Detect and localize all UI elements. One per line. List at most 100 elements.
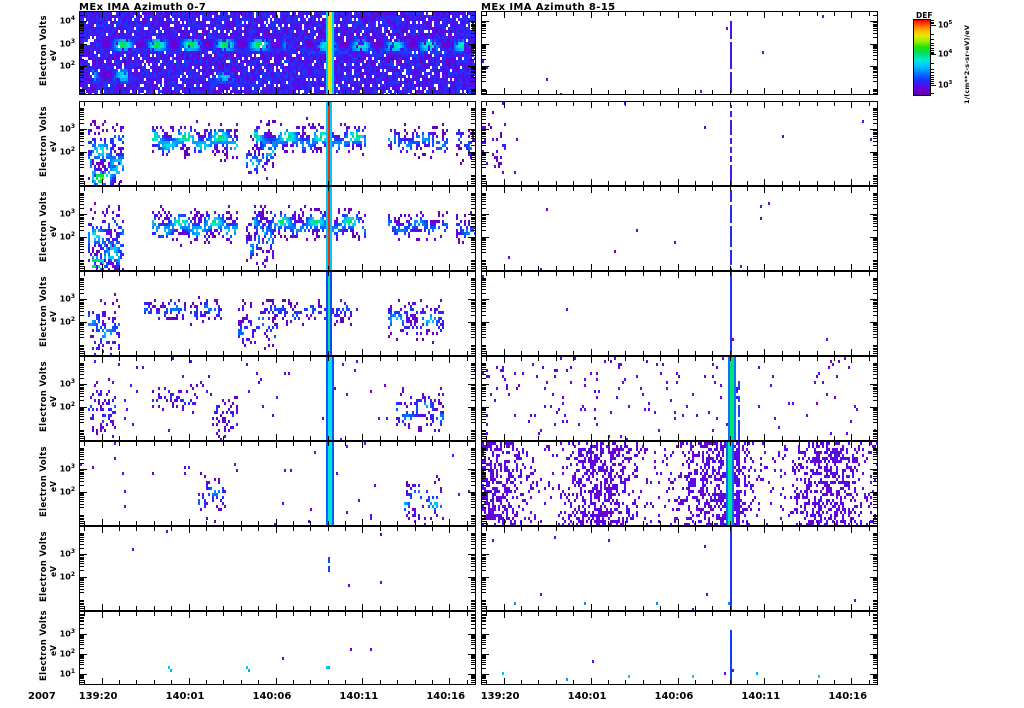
x-tick [432, 521, 433, 525]
x-tick [591, 604, 592, 610]
x-tick [345, 606, 346, 610]
x-tick [608, 12, 609, 16]
x-tick [782, 90, 783, 94]
y-tick-minor [80, 264, 84, 265]
y-tick-minor [471, 197, 475, 198]
x-tick [817, 272, 818, 276]
y-tick-minor [471, 221, 475, 222]
y-tick-minor [80, 438, 84, 439]
x-tick [345, 351, 346, 355]
spectrogram-panel-left-4[interactable] [79, 271, 476, 356]
x-tick [415, 436, 416, 440]
x-tick [556, 527, 557, 531]
x-tick [712, 680, 713, 684]
y-tick-minor [471, 278, 475, 279]
x-tick [328, 12, 329, 16]
y-tick-minor [80, 478, 84, 479]
spectrogram-panel-right-8[interactable] [481, 611, 878, 685]
x-tick [869, 12, 870, 16]
y-tick-minor [80, 45, 84, 46]
x-tick [241, 90, 242, 94]
y-tick-minor [482, 325, 486, 326]
y-tick-minor [471, 33, 475, 34]
x-tick [136, 102, 137, 106]
y-tick-minor [471, 422, 475, 423]
y-tick-minor [80, 26, 84, 27]
y-tick-minor [80, 239, 84, 240]
y-tick-minor [482, 559, 486, 560]
x-tick [799, 181, 800, 185]
y-tick-minor [471, 504, 475, 505]
y-tick-minor [873, 365, 877, 366]
y-tick-major [468, 322, 475, 323]
spectrogram-panel-right-5[interactable] [481, 356, 878, 441]
spectrogram-panel-left-3[interactable] [79, 186, 476, 271]
spectrogram-panel-right-3[interactable] [481, 186, 878, 271]
y-tick-major [870, 654, 877, 655]
y-tick-label: 102 [59, 59, 75, 71]
y-tick-major [468, 492, 475, 493]
x-tick [102, 12, 103, 18]
x-tick [538, 272, 539, 276]
spectrogram-panel-left-8[interactable] [79, 611, 476, 685]
x-tick [817, 266, 818, 270]
x-tick [102, 519, 103, 525]
spectrogram-panel-left-6[interactable] [79, 441, 476, 526]
y-tick-minor [471, 28, 475, 29]
y-tick-minor [471, 130, 475, 131]
x-tick [521, 357, 522, 361]
x-tick [171, 436, 172, 440]
x-tick [764, 272, 765, 278]
y-tick-minor [482, 284, 486, 285]
y-tick-minor [471, 194, 475, 195]
y-tick-minor [873, 116, 877, 117]
spectrogram-panel-right-7[interactable] [481, 526, 878, 611]
y-tick-minor [482, 391, 486, 392]
spectrogram-panel-left-1[interactable] [79, 11, 476, 95]
y-tick-minor [482, 242, 486, 243]
x-tick [678, 604, 679, 610]
y-tick-minor [80, 33, 84, 34]
y-tick-minor [80, 680, 84, 681]
y-tick-minor [873, 485, 877, 486]
y-tick-minor [471, 246, 475, 247]
y-tick-major [468, 674, 475, 675]
y-tick-minor [80, 472, 84, 473]
spectrogram-panel-right-6[interactable] [481, 441, 878, 526]
x-tick [538, 102, 539, 106]
y-tick-minor [482, 244, 486, 245]
y-tick-minor [471, 537, 475, 538]
x-tick [136, 12, 137, 16]
spectrogram-panel-left-5[interactable] [79, 356, 476, 441]
spectrogram-panel-right-2[interactable] [481, 101, 878, 186]
y-tick-minor [471, 638, 475, 639]
x-tick [573, 680, 574, 684]
spectrogram-panel-left-7[interactable] [79, 526, 476, 611]
y-tick-minor [471, 22, 475, 23]
y-tick-minor [471, 448, 475, 449]
y-tick-minor [873, 603, 877, 604]
x-tick [415, 102, 416, 106]
x-tick [345, 436, 346, 440]
x-tick [869, 436, 870, 440]
y-tick-minor [471, 67, 475, 68]
spectrogram-panel-right-1[interactable] [481, 11, 878, 95]
spectrogram-panel-right-4[interactable] [481, 271, 878, 356]
x-tick [223, 442, 224, 446]
y-tick-minor [471, 300, 475, 301]
x-tick [799, 102, 800, 106]
x-tick [869, 357, 870, 361]
x-tick [695, 181, 696, 185]
y-tick-minor [471, 353, 475, 354]
x-tick [328, 102, 329, 106]
x-tick [136, 351, 137, 355]
y-tick-minor [471, 249, 475, 250]
spectrogram-panel-left-2[interactable] [79, 101, 476, 186]
x-tick [171, 187, 172, 191]
x-tick [467, 351, 468, 355]
x-tick [851, 678, 852, 684]
y-tick-minor [873, 363, 877, 364]
y-tick-minor [471, 675, 475, 676]
x-tick [258, 606, 259, 610]
colorbar-unit-label: 1/(cm**2-s-sr-eV)/eV [963, 24, 971, 104]
